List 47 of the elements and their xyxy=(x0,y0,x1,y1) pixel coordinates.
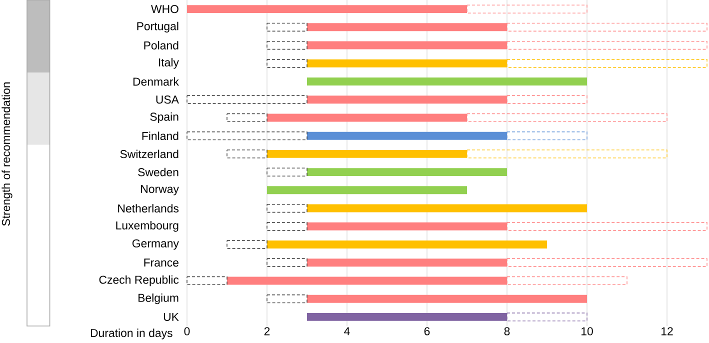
bar xyxy=(266,40,308,50)
x-tick-label: 0 xyxy=(184,327,190,336)
bar xyxy=(267,240,548,248)
bar xyxy=(307,294,588,303)
y-tick-label: Luxembourg xyxy=(116,221,178,232)
x-tick-label: 2 xyxy=(264,327,270,336)
bar xyxy=(226,240,268,249)
bar xyxy=(266,222,308,231)
x-tick-label: 4 xyxy=(344,327,350,336)
bar xyxy=(307,168,508,176)
y-tick-label: Sweden xyxy=(138,168,178,176)
y-tick-label: Portugal xyxy=(137,22,178,33)
y-tick-label: Spain xyxy=(150,112,178,124)
y-tick-label: UK xyxy=(164,312,179,321)
y-tick-label: Czech Republic xyxy=(99,275,179,286)
y-tick-label: Norway xyxy=(141,185,179,196)
bar xyxy=(226,113,268,122)
bar xyxy=(266,168,308,176)
y-tick-label: WHO xyxy=(151,5,178,14)
bar xyxy=(307,78,588,86)
x-tick-label: 12 xyxy=(662,327,673,336)
y-tick-label: Poland xyxy=(144,41,178,50)
bar xyxy=(266,294,308,304)
bar xyxy=(266,204,308,213)
text: Strength of recommendation xyxy=(2,82,12,226)
x-tick-label: 6 xyxy=(424,327,430,336)
y-tick-label: Denmark xyxy=(133,77,179,86)
y-tick-label: Finland xyxy=(142,132,178,140)
x-axis-title: Duration in days xyxy=(90,328,172,340)
y-tick-label: Belgium xyxy=(138,294,178,304)
bar xyxy=(226,150,268,158)
bar xyxy=(186,95,308,104)
bar xyxy=(186,132,308,140)
bar xyxy=(266,59,308,68)
bar xyxy=(267,186,468,194)
y-tick-label: Netherlands xyxy=(118,204,179,212)
y-tick-label: USA xyxy=(156,96,179,104)
bar xyxy=(186,276,228,286)
bar xyxy=(266,22,308,32)
x-tick-label: 10 xyxy=(582,327,593,336)
bar xyxy=(307,204,588,212)
x-tick-label: 8 xyxy=(504,327,510,336)
y-tick-label: Germany xyxy=(132,239,179,250)
y-tick-label: Switzerland xyxy=(120,150,178,158)
y-tick-label: Italy xyxy=(159,58,179,69)
bar xyxy=(266,258,308,267)
y-tick-label: France xyxy=(144,258,178,267)
